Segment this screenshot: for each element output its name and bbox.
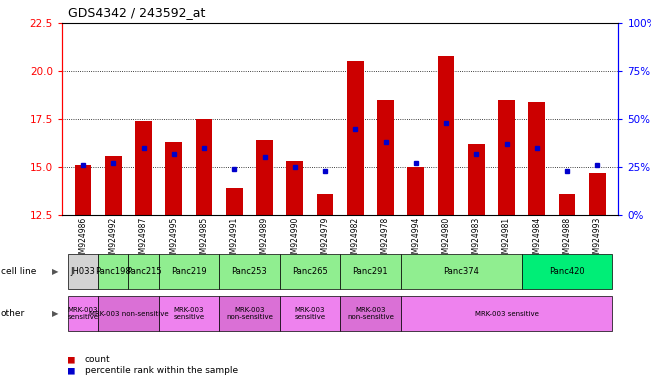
Bar	[340, 254, 400, 289]
Text: MRK-003
sensitive: MRK-003 sensitive	[68, 308, 98, 320]
Text: MRK-003
sensitive: MRK-003 sensitive	[173, 308, 204, 320]
Bar	[105, 156, 122, 215]
Text: ▶: ▶	[52, 310, 59, 318]
Bar	[226, 188, 243, 215]
Bar	[159, 254, 219, 289]
Text: other: other	[1, 310, 25, 318]
Text: Panc291: Panc291	[353, 267, 388, 276]
Bar	[340, 296, 400, 331]
Text: MRK-003 sensitive: MRK-003 sensitive	[475, 311, 538, 317]
Bar	[219, 296, 280, 331]
Text: MRK-003
sensitive: MRK-003 sensitive	[294, 308, 326, 320]
Text: Panc265: Panc265	[292, 267, 327, 276]
Bar	[286, 161, 303, 215]
Bar	[128, 254, 159, 289]
Text: percentile rank within the sample: percentile rank within the sample	[85, 366, 238, 375]
Bar	[159, 296, 219, 331]
Bar	[559, 194, 575, 215]
Bar	[280, 296, 340, 331]
Bar	[400, 254, 521, 289]
Bar	[316, 194, 333, 215]
Text: Panc420: Panc420	[549, 267, 585, 276]
Bar	[165, 142, 182, 215]
Bar	[347, 61, 364, 215]
Text: MRK-003
non-sensitive: MRK-003 non-sensitive	[347, 308, 394, 320]
Bar	[135, 121, 152, 215]
Text: MRK-003 non-sensitive: MRK-003 non-sensitive	[89, 311, 168, 317]
Bar	[521, 254, 613, 289]
Bar	[400, 296, 613, 331]
Text: ■: ■	[68, 366, 75, 376]
Bar	[437, 56, 454, 215]
Text: JH033: JH033	[70, 267, 96, 276]
Bar	[589, 173, 605, 215]
Bar	[98, 254, 128, 289]
Bar	[68, 296, 98, 331]
Text: Panc198: Panc198	[96, 267, 131, 276]
Text: Panc215: Panc215	[126, 267, 161, 276]
Bar	[498, 100, 515, 215]
Text: Panc253: Panc253	[232, 267, 268, 276]
Text: Panc219: Panc219	[171, 267, 207, 276]
Bar	[256, 140, 273, 215]
Text: cell line: cell line	[1, 267, 36, 276]
Text: ▶: ▶	[52, 267, 59, 276]
Bar	[408, 167, 424, 215]
Text: Panc374: Panc374	[443, 267, 479, 276]
Bar	[98, 296, 159, 331]
Bar	[75, 165, 91, 215]
Text: ■: ■	[68, 354, 75, 364]
Bar	[529, 102, 545, 215]
Bar	[280, 254, 340, 289]
Bar	[68, 254, 98, 289]
Text: count: count	[85, 354, 110, 364]
Text: GDS4342 / 243592_at: GDS4342 / 243592_at	[68, 6, 206, 19]
Bar	[377, 100, 394, 215]
Bar	[468, 144, 484, 215]
Text: MRK-003
non-sensitive: MRK-003 non-sensitive	[226, 308, 273, 320]
Bar	[219, 254, 280, 289]
Bar	[196, 119, 212, 215]
